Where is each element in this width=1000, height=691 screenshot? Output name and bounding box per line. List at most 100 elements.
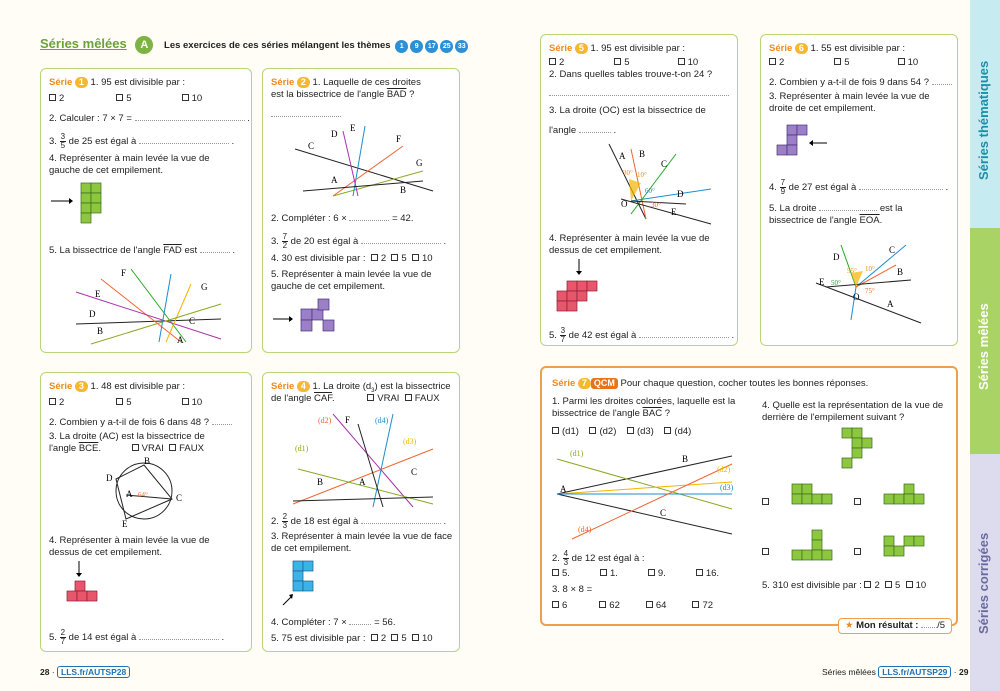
checkbox[interactable] (905, 581, 913, 588)
svg-text:E: E (122, 519, 128, 529)
svg-text:A: A (359, 477, 366, 487)
svg-text:10°: 10° (865, 265, 875, 273)
checkbox[interactable] (614, 58, 622, 65)
theme-25[interactable]: 25 (440, 40, 454, 53)
svg-text:10°: 10° (637, 171, 647, 179)
checkbox[interactable] (897, 58, 905, 65)
tab-series-melees[interactable]: Séries mêlées (970, 228, 1000, 454)
question-5: 5. La bissectrice de l'angle (49, 245, 161, 256)
svg-text:(d4): (d4) (578, 525, 592, 534)
checkbox[interactable] (645, 601, 653, 608)
question-4: 4. Représenter à main levée la vue de (49, 153, 210, 164)
qcm-cube-figure (841, 427, 873, 469)
angle-figure: 55° 10° 50° 75° D C B E O A (815, 244, 922, 324)
svg-text:(d1): (d1) (570, 449, 584, 458)
page-link[interactable]: LLS.fr/AUTSP29 (878, 666, 952, 678)
checkbox[interactable] (411, 634, 419, 641)
cube-stack-illustration (51, 182, 102, 224)
svg-text:B: B (682, 454, 688, 464)
serie-6-card: Série 6 1. 55 est divisible par : 2 5 10 2… (760, 34, 958, 346)
checkbox[interactable] (834, 58, 842, 65)
checkbox[interactable] (411, 254, 419, 261)
qcm-option-b (883, 483, 925, 505)
serie-2-card: Série 2 1. Laquelle de ces droites est l… (262, 68, 460, 353)
checkbox[interactable] (854, 548, 861, 555)
svg-text:(d1): (d1) (295, 444, 309, 453)
checkbox[interactable] (769, 58, 776, 65)
svg-text:(d4): (d4) (375, 416, 389, 425)
checkbox[interactable] (854, 498, 861, 505)
svg-text:D: D (106, 473, 113, 483)
svg-text:(d2): (d2) (717, 465, 731, 474)
checkbox[interactable] (49, 94, 56, 101)
checkbox[interactable] (599, 601, 607, 608)
circle-figure: 64° B D A C E (106, 457, 182, 529)
page-link[interactable]: LLS.fr/AUTSP28 (57, 666, 131, 678)
checkbox[interactable] (131, 444, 139, 451)
checkbox[interactable] (695, 569, 703, 576)
checkbox[interactable] (404, 394, 412, 401)
checkbox[interactable] (181, 94, 189, 101)
result-box: ★ Mon résultat : /5 (838, 618, 953, 634)
checkbox[interactable] (49, 398, 56, 405)
svg-text:A: A (619, 151, 626, 161)
checkbox[interactable] (181, 398, 189, 405)
checkbox[interactable] (367, 394, 375, 401)
svg-text:A: A (177, 335, 184, 345)
theme-1[interactable]: 1 (395, 40, 409, 53)
checkbox[interactable] (664, 427, 672, 434)
serie-3-card: Série 3 1. 48 est divisible par : 2 5 10 2… (40, 372, 252, 652)
bisector-figure: D E F C G A B (294, 123, 434, 197)
svg-text:C: C (411, 467, 417, 477)
checkbox[interactable] (626, 427, 634, 434)
svg-text:F: F (345, 415, 350, 425)
checkbox[interactable] (370, 254, 378, 261)
serie-7-card: Série 7 QCM Pour chaque question, cocher … (540, 366, 958, 626)
checkbox[interactable] (552, 601, 559, 608)
svg-text:B: B (400, 185, 406, 195)
svg-text:D: D (833, 252, 840, 262)
checkbox[interactable] (116, 398, 124, 405)
checkbox[interactable] (370, 634, 378, 641)
tab-series-thematiques[interactable]: Séries thématiques (970, 0, 1000, 228)
svg-text:F: F (396, 134, 401, 144)
svg-text:A: A (126, 489, 133, 499)
svg-text:C: C (189, 316, 195, 326)
checkbox[interactable] (677, 58, 685, 65)
checkbox[interactable] (885, 581, 893, 588)
section-letter: A (135, 36, 154, 54)
cube-stack-illustration (273, 298, 335, 332)
checkbox[interactable] (599, 569, 607, 576)
checkbox[interactable] (552, 427, 559, 434)
serie-number: 1 (74, 77, 88, 88)
svg-text:C: C (661, 159, 667, 169)
svg-text:B: B (897, 267, 903, 277)
svg-text:C: C (176, 493, 182, 503)
svg-text:E: E (95, 289, 101, 299)
svg-text:G: G (201, 282, 208, 292)
svg-text:(d2): (d2) (318, 416, 332, 425)
checkbox[interactable] (552, 569, 559, 576)
theme-33[interactable]: 33 (455, 40, 469, 53)
tab-series-corrigees[interactable]: Séries corrigées (970, 454, 1000, 691)
checkbox[interactable] (116, 94, 124, 101)
star-icon: ★ (845, 620, 854, 631)
checkbox[interactable] (762, 498, 769, 505)
checkbox[interactable] (864, 581, 872, 588)
question-1: 1. 95 est divisible par : (90, 77, 186, 88)
checkbox[interactable] (589, 427, 597, 434)
svg-text:D: D (331, 129, 338, 139)
checkbox[interactable] (647, 569, 655, 576)
checkbox[interactable] (391, 254, 399, 261)
cube-stack-illustration (776, 124, 827, 156)
checkbox[interactable] (549, 58, 556, 65)
checkbox[interactable] (692, 601, 700, 608)
theme-17[interactable]: 17 (425, 40, 439, 53)
svg-text:A: A (560, 484, 567, 494)
theme-9[interactable]: 9 (410, 40, 424, 53)
svg-text:O: O (853, 292, 860, 302)
checkbox[interactable] (169, 444, 177, 451)
checkbox[interactable] (391, 634, 399, 641)
checkbox[interactable] (762, 548, 769, 555)
svg-text:75°: 75° (865, 287, 875, 295)
